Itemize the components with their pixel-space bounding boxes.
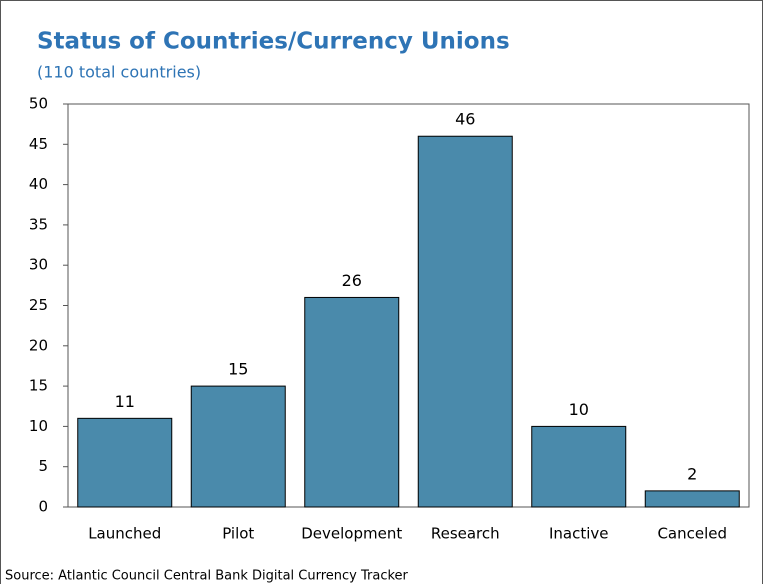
- source-note: Source: Atlantic Council Central Bank Di…: [5, 569, 409, 584]
- y-tick-label: 25: [29, 296, 48, 314]
- value-label: 10: [569, 400, 589, 419]
- y-tick-label: 40: [29, 175, 48, 193]
- y-tick-label: 50: [29, 95, 48, 113]
- x-tick-label: Research: [431, 525, 500, 543]
- x-tick-label: Canceled: [657, 525, 727, 543]
- y-tick-label: 45: [29, 135, 48, 153]
- bar: [417, 135, 513, 508]
- bar: [531, 425, 627, 508]
- y-tick-label: 0: [38, 498, 48, 516]
- value-label: 11: [115, 392, 135, 411]
- y-tick-label: 30: [29, 256, 48, 274]
- y-tick-label: 5: [38, 457, 48, 475]
- y-tick-label: 10: [29, 417, 48, 435]
- x-tick-label: Launched: [88, 525, 161, 543]
- x-tick-label: Inactive: [549, 525, 609, 543]
- bar: [644, 490, 740, 508]
- value-label: 2: [687, 464, 697, 483]
- x-tick-label: Development: [301, 525, 402, 543]
- y-tick-label: 20: [29, 336, 48, 354]
- value-label: 26: [342, 271, 362, 290]
- chart-subtitle: (110 total countries): [37, 63, 201, 82]
- x-tick-label: Pilot: [222, 525, 254, 543]
- bar: [190, 385, 286, 508]
- value-label: 46: [455, 110, 475, 129]
- bar: [304, 296, 400, 508]
- bar: [77, 417, 173, 508]
- y-tick-label: 35: [29, 215, 48, 233]
- y-tick-label: 15: [29, 377, 48, 395]
- chart-title: Status of Countries/Currency Unions: [37, 29, 510, 55]
- value-label: 15: [228, 360, 248, 379]
